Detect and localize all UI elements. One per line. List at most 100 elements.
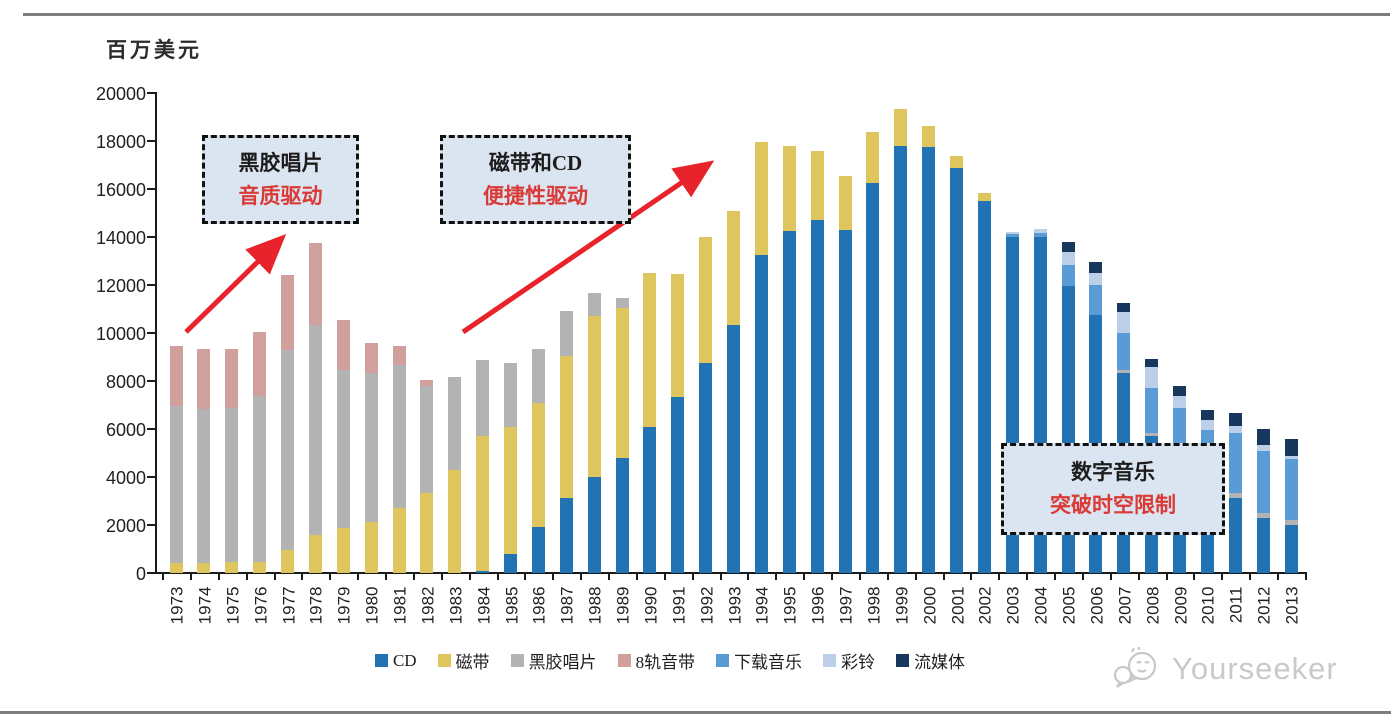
- legend-swatch-icon: [510, 654, 524, 667]
- x-axis-label-2003: 2003: [1003, 586, 1023, 624]
- x-axis-label-1987: 1987: [557, 586, 577, 624]
- bar-1986: [531, 349, 545, 573]
- bar-segment-8轨音带: [281, 275, 294, 350]
- up-arrow-vinyl-era-icon: [184, 234, 287, 334]
- legend-label: 黑胶唱片: [528, 653, 597, 672]
- annotation-box-vinyl: 黑胶唱片 音质驱动: [202, 135, 359, 224]
- x-axis-label-1981: 1981: [390, 586, 410, 624]
- x-axis-label-2008: 2008: [1143, 586, 1163, 624]
- y-axis-tick-mark: [147, 236, 155, 238]
- bar-segment-CD: [643, 426, 657, 573]
- bar-segment-磁带: [950, 155, 963, 169]
- watermark-text: Yourseeker: [1172, 651, 1338, 686]
- x-axis-tick-mark: [1277, 574, 1280, 580]
- bar-segment-流媒体: [1284, 439, 1298, 456]
- x-axis-tick-mark: [719, 574, 722, 580]
- legend-label: CD: [392, 650, 417, 670]
- bar-1973: [169, 345, 183, 573]
- x-axis-label-2011: 2011: [1226, 586, 1246, 623]
- bar-segment-黑胶唱片: [1117, 369, 1131, 374]
- bar-segment-彩铃: [1256, 444, 1270, 451]
- y-axis-tick-mark: [147, 476, 155, 478]
- bar-2012: [1256, 429, 1270, 573]
- bar-segment-下载音乐: [1256, 450, 1270, 513]
- y-axis-tick-label: 6000: [105, 420, 146, 440]
- x-axis-tick-mark: [301, 574, 304, 580]
- top-divider-line: [23, 13, 1390, 16]
- bar-2011: [1228, 413, 1242, 573]
- bar-segment-CD: [504, 554, 517, 573]
- x-axis-label-1997: 1997: [836, 586, 856, 624]
- bar-segment-磁带: [699, 236, 713, 363]
- bar-segment-磁带: [727, 210, 740, 325]
- bar-segment-磁带: [587, 316, 601, 477]
- y-axis-tick-mark: [147, 188, 155, 190]
- bar-1997: [838, 175, 852, 573]
- legend-label: 磁带: [455, 653, 490, 672]
- x-axis-label-1984: 1984: [474, 586, 494, 624]
- bar-segment-黑胶唱片: [225, 407, 239, 562]
- bar-segment-CD: [977, 201, 991, 573]
- x-axis-tick-mark: [1249, 574, 1252, 580]
- bar-segment-下载音乐: [1033, 232, 1047, 238]
- x-axis-tick-mark: [162, 574, 165, 580]
- bar-segment-黑胶唱片: [1284, 519, 1298, 525]
- bar-segment-彩铃: [1005, 231, 1019, 235]
- x-axis-label-2013: 2013: [1282, 586, 1302, 624]
- bar-segment-黑胶唱片: [615, 298, 629, 309]
- bar-segment-磁带: [476, 435, 490, 571]
- bar-segment-CD: [810, 220, 824, 573]
- bar-segment-8轨音带: [336, 319, 350, 370]
- legend-swatch-icon: [823, 654, 837, 667]
- x-axis-label-1986: 1986: [529, 586, 549, 624]
- bar-segment-磁带: [169, 563, 183, 573]
- bar-1998: [866, 132, 880, 573]
- annotation-box-digital: 数字音乐 突破时空限制: [1001, 443, 1225, 535]
- annotation-vinyl-subtitle: 音质驱动: [238, 183, 323, 208]
- y-axis-tick-label: 18000: [95, 132, 146, 152]
- x-axis-tick-mark: [468, 574, 471, 580]
- x-axis-label-2002: 2002: [975, 586, 995, 624]
- x-axis-label-2004: 2004: [1031, 586, 1051, 624]
- x-axis-line: [155, 572, 1307, 574]
- x-axis-label-1995: 1995: [780, 586, 800, 624]
- x-axis-label-1988: 1988: [585, 586, 605, 624]
- x-axis-label-2005: 2005: [1059, 586, 1079, 624]
- x-axis-tick-mark: [886, 574, 889, 580]
- bar-1999: [894, 109, 908, 573]
- x-axis-tick-mark: [1221, 574, 1224, 580]
- x-axis-tick-mark: [329, 574, 332, 580]
- legend-label: 彩铃: [841, 653, 876, 672]
- bar-segment-8轨音带: [308, 242, 322, 325]
- y-axis-tick-label: 10000: [95, 324, 146, 344]
- bar-1983: [448, 376, 462, 573]
- x-axis-label-2006: 2006: [1087, 586, 1107, 624]
- bar-1987: [559, 310, 573, 573]
- bar-segment-黑胶唱片: [1228, 492, 1242, 498]
- legend-item-黑胶唱片: 黑胶唱片: [510, 648, 597, 673]
- bar-1989: [615, 298, 629, 573]
- bar-1974: [197, 349, 211, 573]
- bar-segment-磁带: [615, 308, 629, 459]
- x-axis-label-1976: 1976: [251, 586, 271, 624]
- x-axis-tick-mark: [1165, 574, 1168, 580]
- bar-segment-磁带: [364, 521, 378, 573]
- x-axis-tick-mark: [942, 574, 945, 580]
- bar-1996: [810, 151, 824, 573]
- bar-segment-彩铃: [1200, 419, 1214, 430]
- x-axis-label-1979: 1979: [334, 586, 354, 624]
- bar-segment-黑胶唱片: [308, 324, 322, 536]
- bar-1992: [699, 236, 713, 573]
- x-axis-tick-mark: [663, 574, 666, 580]
- y-axis-line: [155, 92, 157, 574]
- bar-segment-CD: [587, 476, 601, 573]
- bar-segment-彩铃: [1117, 311, 1131, 334]
- annotation-box-tape-cd: 磁带和CD 便捷性驱动: [440, 135, 631, 224]
- bottom-divider-line: [0, 711, 1391, 714]
- bar-segment-下载音乐: [1117, 333, 1131, 370]
- annotation-vinyl-title: 黑胶唱片: [238, 150, 323, 175]
- bar-segment-流媒体: [1228, 413, 1242, 426]
- bar-1981: [392, 345, 406, 573]
- bar-1976: [253, 331, 267, 573]
